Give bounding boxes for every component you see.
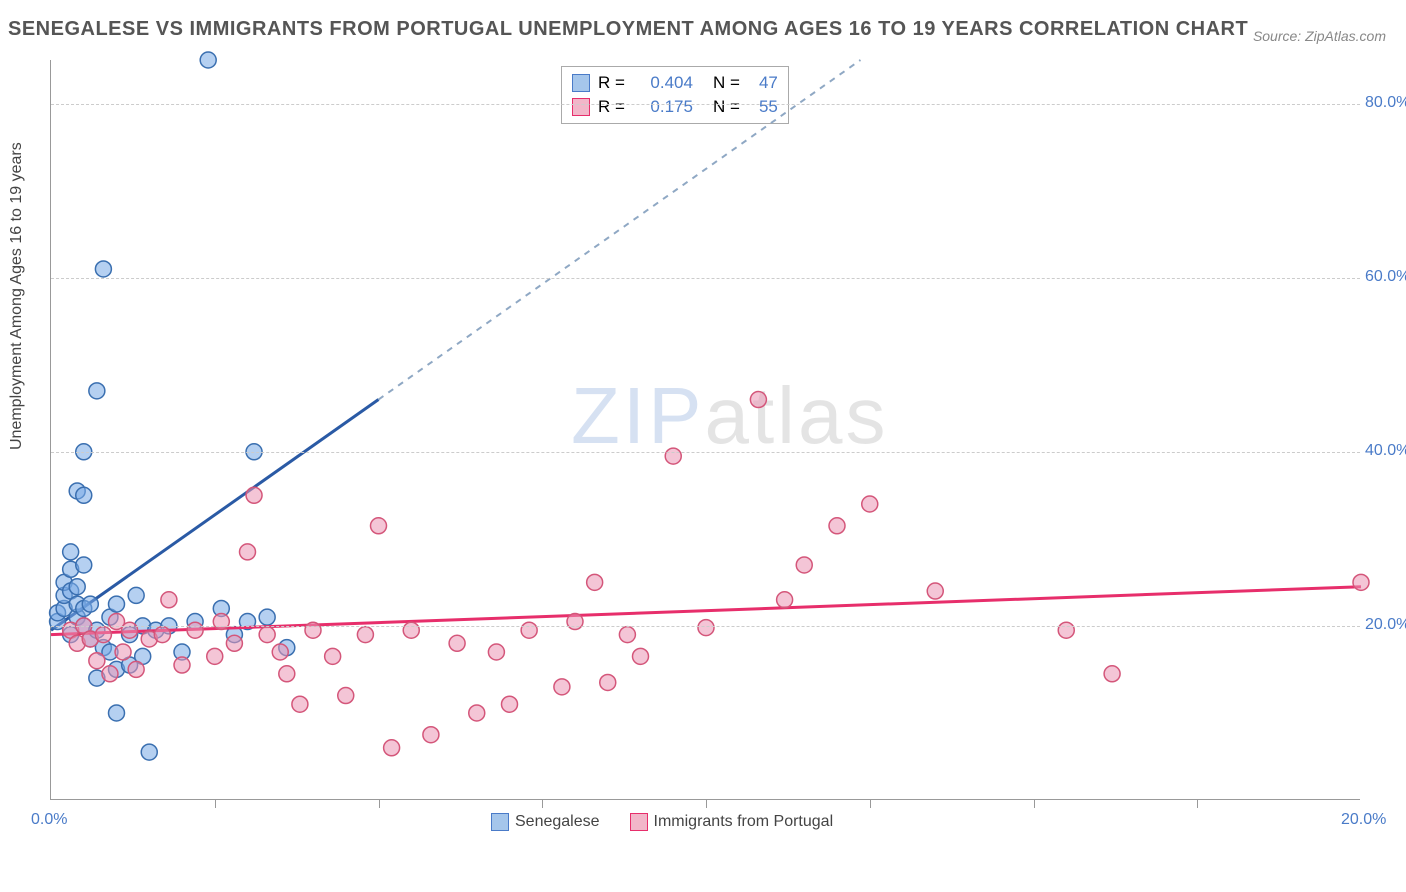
data-point-portugal — [95, 627, 111, 643]
data-point-portugal — [796, 557, 812, 573]
data-point-portugal — [338, 688, 354, 704]
data-point-portugal — [698, 620, 714, 636]
data-point-senegalese — [95, 261, 111, 277]
data-point-portugal — [521, 622, 537, 638]
x-tick — [542, 800, 543, 808]
x-tick — [1197, 800, 1198, 808]
data-point-portugal — [207, 648, 223, 664]
data-point-senegalese — [109, 596, 125, 612]
data-point-portugal — [502, 696, 518, 712]
legend-label: Senegalese — [515, 813, 600, 831]
data-point-portugal — [665, 448, 681, 464]
y-tick-label: 40.0% — [1365, 442, 1406, 460]
data-point-portugal — [1353, 574, 1369, 590]
data-point-portugal — [213, 614, 229, 630]
data-point-portugal — [488, 644, 504, 660]
y-tick-label: 20.0% — [1365, 616, 1406, 634]
data-point-portugal — [862, 496, 878, 512]
x-tick-label: 0.0% — [31, 811, 67, 829]
data-point-portugal — [305, 622, 321, 638]
data-point-senegalese — [76, 487, 92, 503]
data-point-portugal — [927, 583, 943, 599]
data-point-portugal — [449, 635, 465, 651]
data-point-portugal — [829, 518, 845, 534]
data-point-senegalese — [200, 52, 216, 68]
x-tick — [870, 800, 871, 808]
data-point-portugal — [89, 653, 105, 669]
data-point-portugal — [567, 614, 583, 630]
data-point-portugal — [633, 648, 649, 664]
data-point-portugal — [272, 644, 288, 660]
legend-item-portugal: Immigrants from Portugal — [630, 813, 834, 831]
x-tick — [706, 800, 707, 808]
data-point-senegalese — [69, 579, 85, 595]
data-point-senegalese — [109, 705, 125, 721]
x-tick-label: 20.0% — [1341, 811, 1386, 829]
data-point-senegalese — [128, 587, 144, 603]
data-point-portugal — [154, 627, 170, 643]
gridline-h — [51, 104, 1360, 105]
x-tick — [215, 800, 216, 808]
x-tick — [1034, 800, 1035, 808]
data-point-portugal — [292, 696, 308, 712]
data-point-senegalese — [76, 557, 92, 573]
data-point-senegalese — [82, 596, 98, 612]
source-label: Source: ZipAtlas.com — [1253, 28, 1386, 44]
data-point-portugal — [403, 622, 419, 638]
data-point-portugal — [600, 674, 616, 690]
data-point-portugal — [554, 679, 570, 695]
data-point-portugal — [587, 574, 603, 590]
y-tick-label: 60.0% — [1365, 268, 1406, 286]
data-point-portugal — [750, 392, 766, 408]
chart-container: SENEGALESE VS IMMIGRANTS FROM PORTUGAL U… — [0, 0, 1406, 892]
data-point-portugal — [423, 727, 439, 743]
data-point-portugal — [115, 644, 131, 660]
data-point-portugal — [161, 592, 177, 608]
data-point-senegalese — [259, 609, 275, 625]
data-point-portugal — [187, 622, 203, 638]
gridline-h — [51, 452, 1360, 453]
trend-extrapolation-senegalese — [379, 60, 861, 400]
legend-label: Immigrants from Portugal — [654, 813, 834, 831]
gridline-h — [51, 626, 1360, 627]
swatch-icon — [630, 813, 648, 831]
data-point-portugal — [226, 635, 242, 651]
data-point-portugal — [246, 487, 262, 503]
data-point-portugal — [619, 627, 635, 643]
data-point-portugal — [325, 648, 341, 664]
data-point-portugal — [371, 518, 387, 534]
series-legend: Senegalese Immigrants from Portugal — [491, 813, 833, 831]
data-point-portugal — [122, 622, 138, 638]
data-point-senegalese — [89, 383, 105, 399]
y-axis-label: Unemployment Among Ages 16 to 19 years — [8, 142, 26, 450]
data-point-senegalese — [63, 544, 79, 560]
data-point-portugal — [102, 666, 118, 682]
swatch-icon — [491, 813, 509, 831]
data-point-portugal — [1104, 666, 1120, 682]
data-point-portugal — [469, 705, 485, 721]
data-point-portugal — [259, 627, 275, 643]
data-point-portugal — [240, 544, 256, 560]
data-point-portugal — [384, 740, 400, 756]
plot-area: ZIPatlas R =0.404N =47R =0.175N =55 Sene… — [50, 60, 1360, 800]
y-tick-label: 80.0% — [1365, 94, 1406, 112]
trend-line-senegalese — [51, 400, 379, 631]
data-point-portugal — [777, 592, 793, 608]
data-point-portugal — [174, 657, 190, 673]
data-point-portugal — [279, 666, 295, 682]
data-point-portugal — [128, 661, 144, 677]
x-tick — [379, 800, 380, 808]
plot-svg — [51, 60, 1360, 799]
chart-title: SENEGALESE VS IMMIGRANTS FROM PORTUGAL U… — [8, 18, 1248, 41]
gridline-h — [51, 278, 1360, 279]
data-point-portugal — [1058, 622, 1074, 638]
legend-item-senegalese: Senegalese — [491, 813, 600, 831]
data-point-portugal — [357, 627, 373, 643]
data-point-senegalese — [141, 744, 157, 760]
